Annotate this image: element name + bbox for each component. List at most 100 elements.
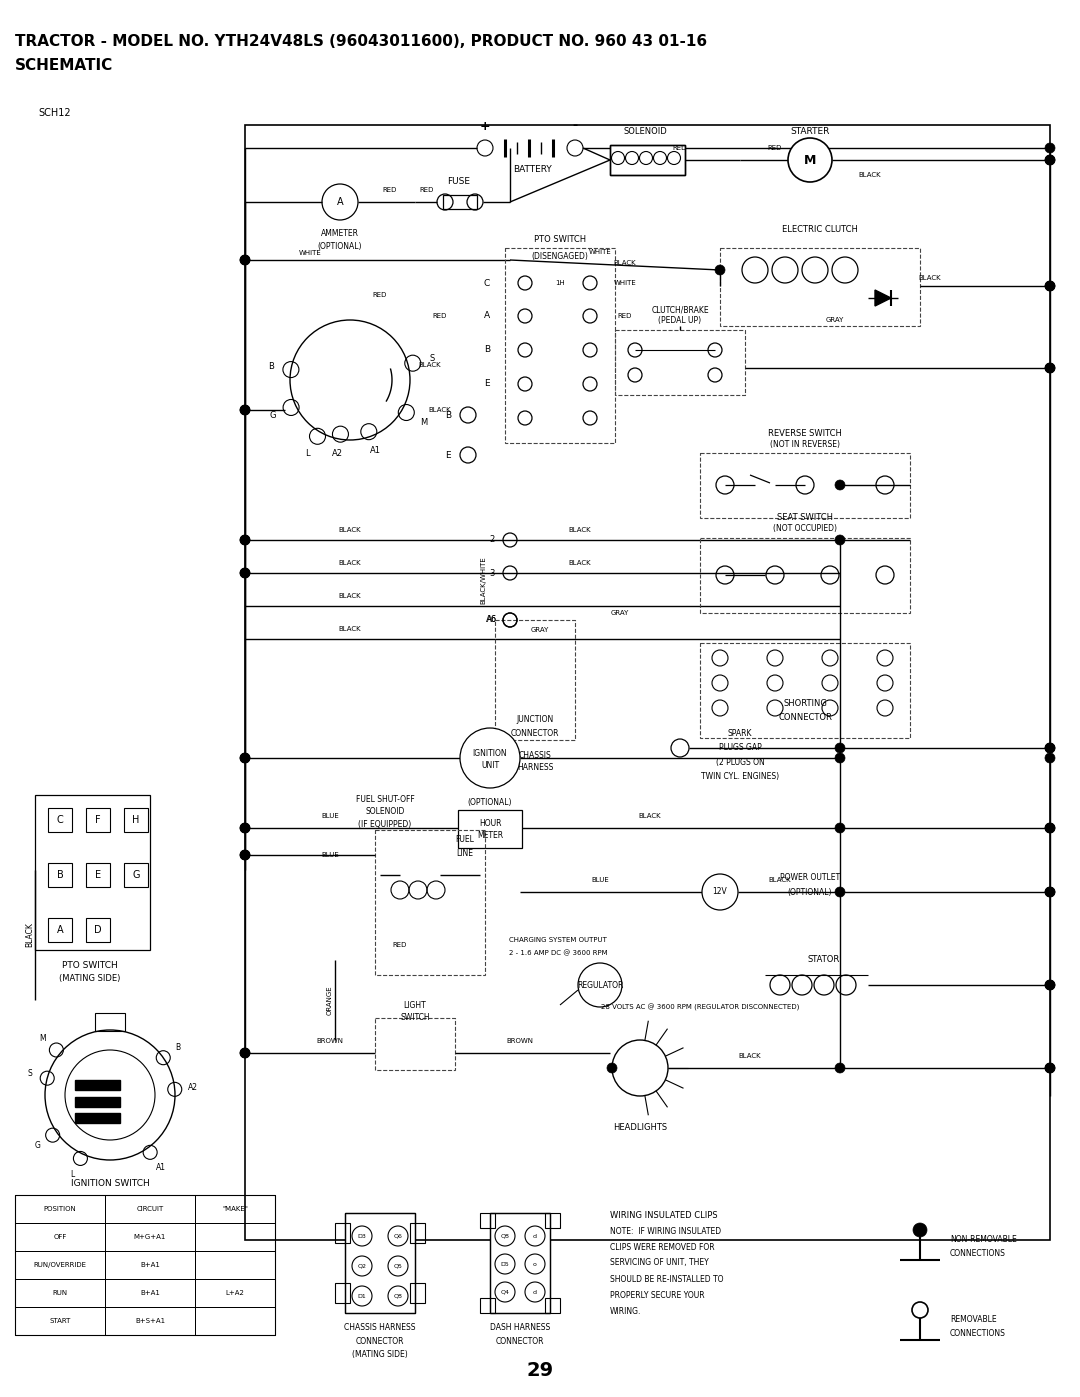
Text: CHASSIS HARNESS: CHASSIS HARNESS <box>345 1323 416 1333</box>
Circle shape <box>702 875 738 909</box>
Text: GRAY: GRAY <box>826 317 845 323</box>
Text: G: G <box>270 412 276 420</box>
Text: CONNECTOR: CONNECTOR <box>511 728 559 738</box>
Text: SCH12: SCH12 <box>38 108 70 117</box>
Circle shape <box>240 1048 249 1058</box>
Text: +: + <box>480 120 490 133</box>
Bar <box>345 1213 415 1313</box>
Text: HOUR: HOUR <box>478 819 501 827</box>
Circle shape <box>1045 281 1055 291</box>
Circle shape <box>388 1287 408 1306</box>
Bar <box>105 1280 195 1308</box>
Bar <box>458 810 522 848</box>
Text: PROPERLY SECURE YOUR: PROPERLY SECURE YOUR <box>610 1291 704 1299</box>
Text: E: E <box>445 450 450 460</box>
Text: WIRING INSULATED CLIPS: WIRING INSULATED CLIPS <box>610 1210 717 1220</box>
Bar <box>410 1282 426 1303</box>
Circle shape <box>835 535 845 545</box>
Text: BLACK/WHITE: BLACK/WHITE <box>480 556 486 604</box>
Circle shape <box>525 1255 545 1274</box>
Bar <box>610 145 685 175</box>
Text: BLACK: BLACK <box>339 626 362 631</box>
Text: RED: RED <box>382 187 397 193</box>
Circle shape <box>835 743 845 753</box>
Text: M: M <box>420 418 428 427</box>
Bar <box>195 1308 275 1336</box>
Bar <box>410 1222 426 1243</box>
Circle shape <box>495 1227 515 1246</box>
Bar <box>15 1222 105 1250</box>
Text: Q2: Q2 <box>357 1263 366 1268</box>
Text: E: E <box>484 380 490 388</box>
Text: AMMETER: AMMETER <box>321 229 359 239</box>
Circle shape <box>460 728 519 788</box>
Text: M+G+A1: M+G+A1 <box>134 1234 166 1241</box>
Bar <box>375 830 485 975</box>
Circle shape <box>1045 753 1055 763</box>
Text: Q4: Q4 <box>500 1289 510 1295</box>
Text: d: d <box>534 1289 537 1295</box>
Circle shape <box>240 849 249 861</box>
Text: JUNCTION: JUNCTION <box>516 715 554 725</box>
Text: (NOT IN REVERSE): (NOT IN REVERSE) <box>770 440 840 448</box>
Text: G: G <box>35 1141 41 1150</box>
Bar <box>615 330 745 395</box>
Text: OFF: OFF <box>53 1234 67 1241</box>
Bar <box>335 1282 350 1303</box>
Text: CHARGING SYSTEM OUTPUT: CHARGING SYSTEM OUTPUT <box>509 937 607 943</box>
Text: PLUGS GAP: PLUGS GAP <box>718 743 761 753</box>
Text: RED: RED <box>373 292 388 298</box>
Text: L: L <box>306 448 310 458</box>
Text: E: E <box>95 870 102 880</box>
Circle shape <box>1045 155 1055 165</box>
Text: LINE: LINE <box>457 848 473 858</box>
Text: BLACK: BLACK <box>919 275 942 281</box>
Bar <box>480 1213 495 1228</box>
Text: A: A <box>56 925 64 935</box>
Text: B: B <box>175 1044 180 1052</box>
Circle shape <box>240 1048 249 1058</box>
Bar <box>105 1194 195 1222</box>
Circle shape <box>240 823 249 833</box>
Text: CONNECTIONS: CONNECTIONS <box>950 1330 1005 1338</box>
Text: BROWN: BROWN <box>507 1038 534 1044</box>
Text: d: d <box>534 1234 537 1239</box>
Circle shape <box>1045 981 1055 990</box>
Text: STARTER: STARTER <box>791 127 829 137</box>
Text: CLIPS WERE REMOVED FOR: CLIPS WERE REMOVED FOR <box>610 1242 715 1252</box>
Text: SHORTING: SHORTING <box>783 698 827 707</box>
Circle shape <box>240 569 249 578</box>
Bar <box>490 1213 550 1313</box>
Circle shape <box>835 887 845 897</box>
Text: ORANGE: ORANGE <box>327 985 333 1014</box>
Polygon shape <box>75 1080 120 1090</box>
Circle shape <box>525 1227 545 1246</box>
Text: B: B <box>56 870 64 880</box>
Text: IGNITION SWITCH: IGNITION SWITCH <box>70 1179 149 1187</box>
Text: G: G <box>132 870 139 880</box>
Text: BLACK: BLACK <box>339 560 362 566</box>
Circle shape <box>240 535 249 545</box>
Text: RUN/OVERRIDE: RUN/OVERRIDE <box>33 1261 86 1268</box>
Bar <box>495 620 575 740</box>
Text: A2: A2 <box>188 1083 198 1092</box>
Circle shape <box>1045 887 1055 897</box>
Text: CLUTCH/BRAKE: CLUTCH/BRAKE <box>651 306 708 314</box>
Bar <box>195 1250 275 1280</box>
Text: CONNECTIONS: CONNECTIONS <box>950 1249 1005 1259</box>
Text: (IF EQUIPPED): (IF EQUIPPED) <box>359 820 411 828</box>
Text: A: A <box>484 312 490 320</box>
Circle shape <box>1045 281 1055 291</box>
Text: A: A <box>337 197 343 207</box>
Text: (OPTIONAL): (OPTIONAL) <box>468 799 512 807</box>
Text: STATOR: STATOR <box>808 956 840 964</box>
Text: BLACK: BLACK <box>769 877 792 883</box>
Text: PTO SWITCH: PTO SWITCH <box>534 236 586 244</box>
Bar <box>86 807 110 833</box>
Text: SOLENOID: SOLENOID <box>365 807 405 816</box>
Text: NOTE:  IF WIRING INSULATED: NOTE: IF WIRING INSULATED <box>610 1227 721 1235</box>
Bar <box>86 863 110 887</box>
Polygon shape <box>75 1113 120 1123</box>
Text: 1H: 1H <box>555 279 565 286</box>
Polygon shape <box>75 1097 120 1106</box>
